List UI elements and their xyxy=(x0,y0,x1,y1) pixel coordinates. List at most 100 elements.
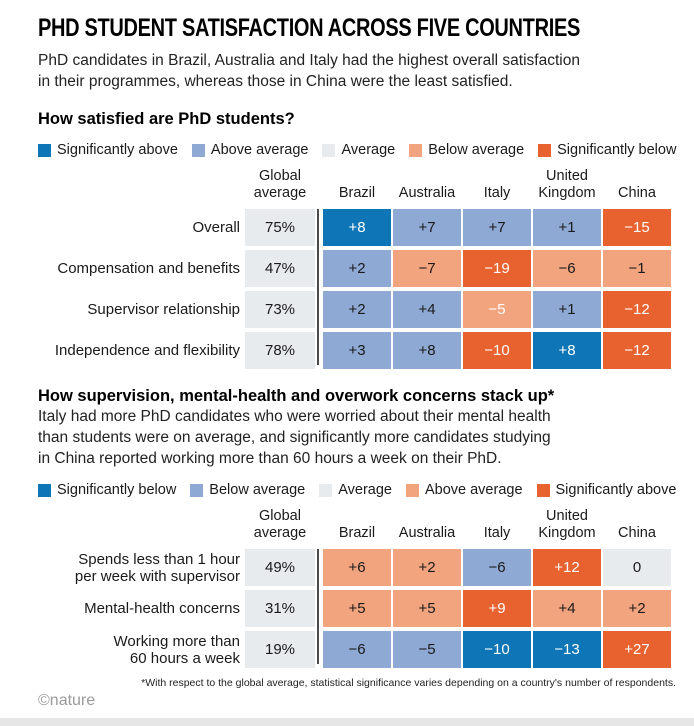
row-label: Supervisor relationship xyxy=(38,291,240,328)
heatmap-cell: −10 xyxy=(463,332,531,369)
heatmap-cell: −6 xyxy=(323,631,391,668)
global-average-cell: 49% xyxy=(245,549,315,586)
column-header: Brazil xyxy=(338,185,376,201)
column-header: Australia xyxy=(398,185,456,201)
legend-item: Average xyxy=(319,482,392,498)
row-label-line: Spends less than 1 hour xyxy=(78,550,240,568)
heatmap-cell: −6 xyxy=(463,549,531,586)
column-header: United Kingdom xyxy=(538,168,596,201)
heatmap-cell: +5 xyxy=(393,590,461,627)
legend-item: Significantly below xyxy=(538,142,676,158)
row-label-line: Overall xyxy=(192,219,240,236)
legend-item: Below average xyxy=(409,142,524,158)
row-label-text: Overall xyxy=(192,219,240,236)
concerns-table: Global average Brazil Australia Italy United… xyxy=(38,508,678,668)
row-label: Overall xyxy=(38,209,240,246)
global-average-cell: 73% xyxy=(245,291,315,328)
row-label: Independence and flexibility xyxy=(38,332,240,369)
row-label-text: Compensation and benefits xyxy=(57,260,240,277)
legend-item: Significantly below xyxy=(38,482,176,498)
spacer xyxy=(315,590,323,627)
spacer xyxy=(315,332,323,369)
footnote: *With respect to the global average, sta… xyxy=(141,677,676,689)
satisfaction-table-rows: Overall 75% +8 +7 +7 +1 −15 Compensation and be… xyxy=(38,209,678,369)
heatmap-cell: +4 xyxy=(533,590,601,627)
row-label-line: Mental-health concerns xyxy=(84,600,240,617)
heatmap-cell: −13 xyxy=(533,631,601,668)
row-label-text: Supervisor relationship xyxy=(87,301,240,318)
row-label-line: 60 hours a week xyxy=(129,649,240,667)
intro-line: in their programmes, whereas those in Ch… xyxy=(38,73,513,90)
heatmap-cell: +4 xyxy=(393,291,461,328)
heatmap-cell: +12 xyxy=(533,549,601,586)
row-label-line: Independence and flexibility xyxy=(54,342,240,359)
row-label: Spends less than 1 hour per week with sup… xyxy=(38,549,240,586)
heatmap-cell: +2 xyxy=(603,590,671,627)
row-label-text: Spends less than 1 hour per week with sup… xyxy=(75,551,240,585)
page-title: PHD STUDENT SATISFACTION ACROSS FIVE COU… xyxy=(38,14,580,42)
global-average-cell: 75% xyxy=(245,209,315,246)
concerns-text: Italy had more PhD candidates who were w… xyxy=(38,406,678,469)
satisfaction-table: Global average Brazil Australia Italy United… xyxy=(38,168,678,369)
legend-label: Average xyxy=(341,142,396,158)
column-header: Brazil xyxy=(338,525,376,541)
heatmap-cell: +6 xyxy=(323,549,391,586)
intro-text: PhD candidates in Brazil, Australia and … xyxy=(38,50,678,92)
table-row: Compensation and benefits 47% +2 −7 −19 −6 −1 xyxy=(38,250,678,287)
legend-item: Significantly above xyxy=(38,142,178,158)
heatmap-cell: −19 xyxy=(463,250,531,287)
table-row: Mental-health concerns 31% +5 +5 +9 +4 +2 xyxy=(38,590,678,627)
heatmap-cell: +8 xyxy=(323,209,391,246)
legend-satisfaction: Significantly above Above average Average B… xyxy=(38,142,678,158)
legend-concerns: Significantly below Below average Average A… xyxy=(38,482,678,498)
spacer xyxy=(315,291,323,328)
concerns-line: in China reported working more than 60 h… xyxy=(38,450,502,467)
nature-credit: ©nature xyxy=(38,692,96,709)
section-heading-satisfaction: How satisfied are PhD students? xyxy=(38,110,295,128)
row-label-line: Supervisor relationship xyxy=(87,301,240,318)
legend-swatch xyxy=(322,143,336,157)
legend-label: Above average xyxy=(424,482,523,498)
heatmap-cell: +9 xyxy=(463,590,531,627)
concerns-line: than students were on average, and signi… xyxy=(38,429,551,446)
spacer xyxy=(315,209,323,246)
row-label-line: Compensation and benefits xyxy=(57,260,240,277)
heatmap-cell: +5 xyxy=(323,590,391,627)
column-header: Italy xyxy=(483,525,511,541)
table-row: Working more than 60 hours a week 19% −6 −5−… xyxy=(38,631,678,668)
heatmap-cell: +8 xyxy=(533,332,601,369)
legend-item: Above average xyxy=(191,142,308,158)
spacer xyxy=(315,631,323,668)
global-average-cell: 47% xyxy=(245,250,315,287)
heatmap-cell: +8 xyxy=(393,332,461,369)
column-header: China xyxy=(618,525,656,541)
legend-swatch xyxy=(409,143,423,157)
table-row: Spends less than 1 hour per week with sup… xyxy=(38,549,678,586)
heatmap-cell: +2 xyxy=(323,291,391,328)
heatmap-cell: −5 xyxy=(393,631,461,668)
heatmap-cell: +27 xyxy=(603,631,671,668)
legend-label: Significantly above xyxy=(555,482,677,498)
legend-swatch xyxy=(536,483,550,497)
concerns-line: Italy had more PhD candidates who were w… xyxy=(38,408,551,425)
legend-swatch xyxy=(38,483,51,497)
column-header: China xyxy=(618,185,656,201)
legend-label: Significantly above xyxy=(57,142,178,158)
column-header: Global average xyxy=(253,508,307,541)
legend-swatch xyxy=(405,483,419,497)
legend-label: Below average xyxy=(209,482,306,498)
satisfaction-table-header: Global average Brazil Australia Italy United… xyxy=(38,168,678,209)
legend-label: Average xyxy=(338,482,392,498)
row-label-line: per week with supervisor xyxy=(74,567,240,585)
spacer xyxy=(315,549,323,586)
legend-swatch xyxy=(191,143,205,157)
heatmap-cell: −5 xyxy=(463,291,531,328)
column-header: Global average xyxy=(253,168,307,201)
heatmap-cell: −12 xyxy=(603,291,671,328)
table-row: Independence and flexibility 78% +3 +8 −10 +8… xyxy=(38,332,678,369)
legend-label: Significantly below xyxy=(57,482,177,498)
heatmap-cell: +2 xyxy=(393,549,461,586)
heatmap-cell: +1 xyxy=(533,291,601,328)
row-label: Working more than 60 hours a week xyxy=(38,631,240,668)
heatmap-cell: −12 xyxy=(603,332,671,369)
